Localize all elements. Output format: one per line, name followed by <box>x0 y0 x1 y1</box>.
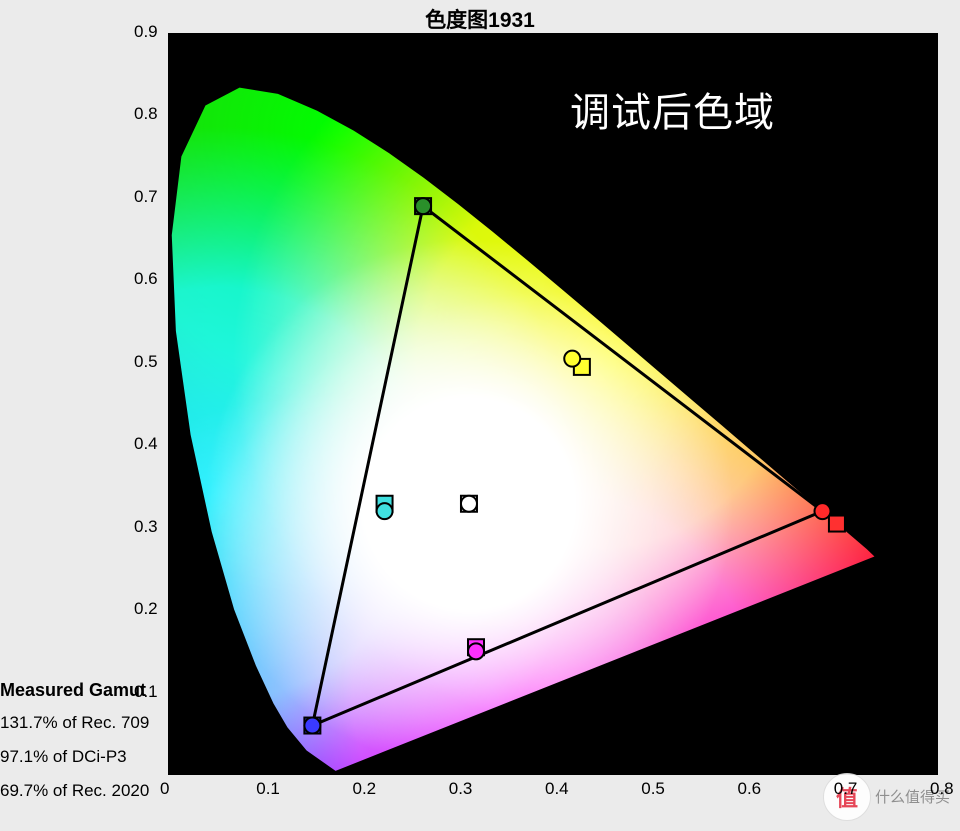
gamut-heading: Measured Gamut <box>0 680 149 701</box>
axis-tick-label: 0.4 <box>545 779 569 799</box>
axis-tick-label: 0.1 <box>256 779 280 799</box>
axis-tick-label: 0.5 <box>641 779 665 799</box>
axis-tick-label: 0.5 <box>134 352 158 372</box>
axis-tick-label: 0.7 <box>134 187 158 207</box>
axis-tick-label: 0.9 <box>134 22 158 42</box>
gamut-stats: Measured Gamut 131.7% of Rec. 709 97.1% … <box>0 680 149 815</box>
gamut-line: 69.7% of Rec. 2020 <box>0 781 149 801</box>
axis-tick-label: 0.1 <box>134 682 158 702</box>
axis-tick-label: 0.8 <box>134 104 158 124</box>
axis-tick-label: 0.2 <box>353 779 377 799</box>
overlay-label: 调试后色域 <box>570 80 775 138</box>
axis-tick-label: 0.8 <box>930 779 954 799</box>
axis-tick-label: 0.2 <box>134 599 158 619</box>
chromaticity-diagram <box>168 33 938 775</box>
gamut-line: 131.7% of Rec. 709 <box>0 713 149 733</box>
axis-tick-label: 0.6 <box>134 269 158 289</box>
axis-tick-label: 0.6 <box>738 779 762 799</box>
gamut-line: 97.1% of DCi-P3 <box>0 747 149 767</box>
axis-tick-label: 0.4 <box>134 434 158 454</box>
plot-area <box>168 33 938 775</box>
axis-tick-label: 0.7 <box>834 779 858 799</box>
axis-tick-label: 0 <box>160 779 169 799</box>
axis-tick-label: 0.3 <box>134 517 158 537</box>
axis-tick-label: 0.3 <box>449 779 473 799</box>
